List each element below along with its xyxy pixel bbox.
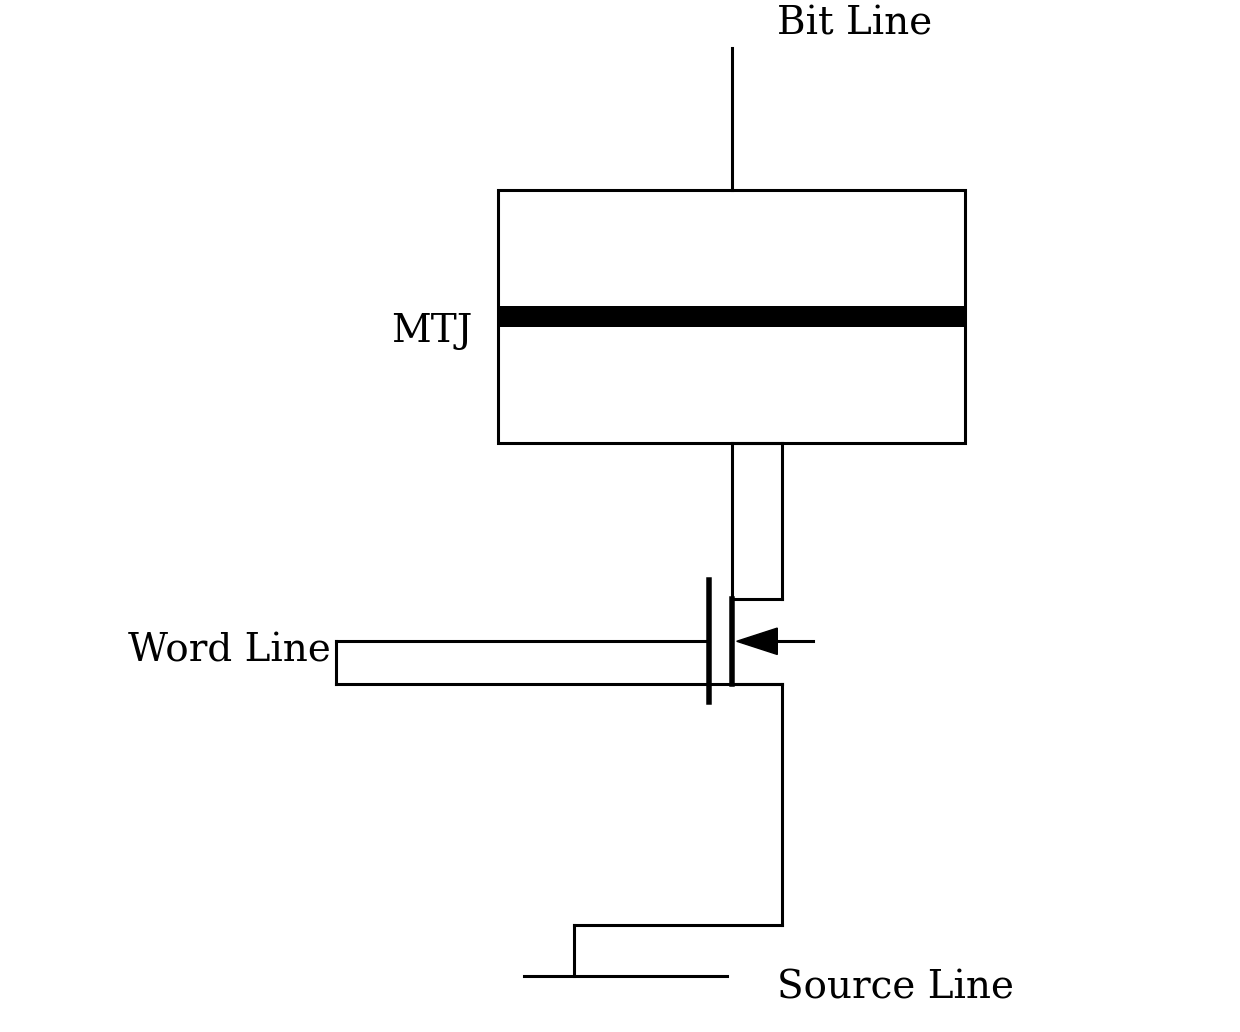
Bar [498,307,965,327]
Bar [498,190,965,444]
Text: Bit Line: Bit Line [777,5,932,42]
Text: Word Line: Word Line [128,633,331,670]
Polygon shape [737,628,777,654]
Text: MTJ: MTJ [392,314,472,350]
Text: Source Line: Source Line [777,969,1014,1006]
